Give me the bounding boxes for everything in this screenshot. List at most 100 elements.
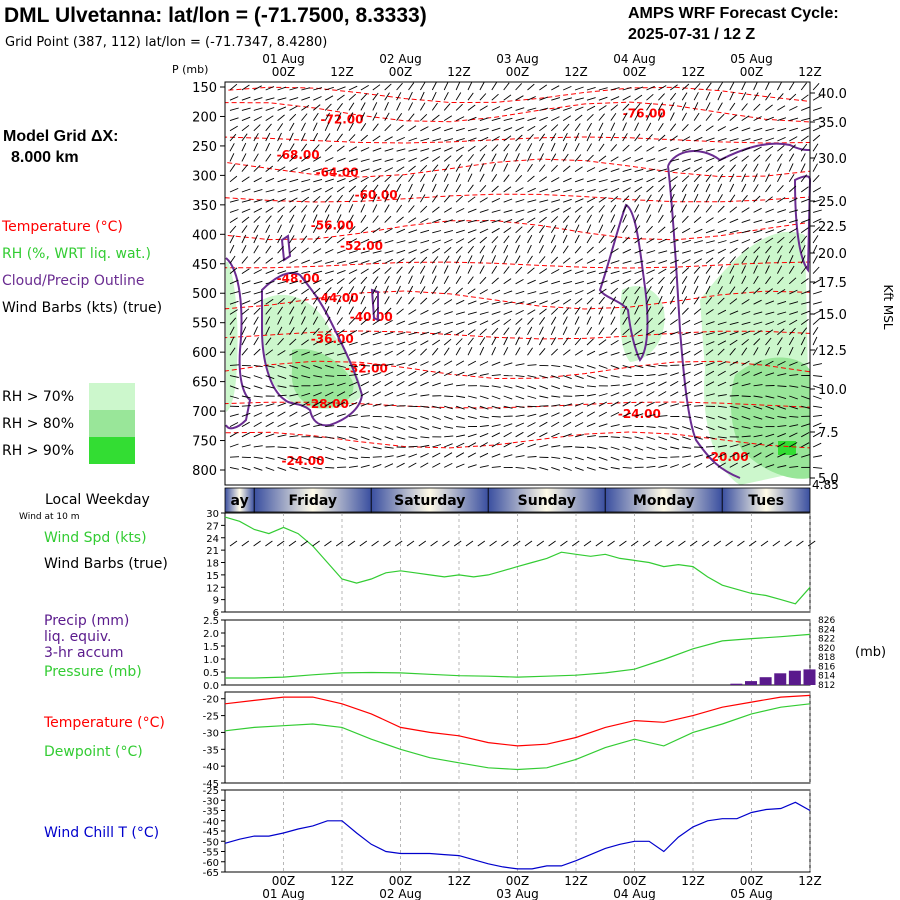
wind-barb <box>515 301 525 305</box>
height-tick-label: 40.0 <box>818 87 847 102</box>
wind-barb <box>443 255 450 264</box>
wind-barb <box>229 336 235 346</box>
wind-barb <box>348 373 358 377</box>
wind-barb <box>753 255 759 264</box>
wind-barb <box>574 234 580 244</box>
wind-barb <box>420 239 430 244</box>
wind-barb <box>705 297 713 305</box>
wind-barb <box>432 452 441 458</box>
wind-barb <box>586 122 592 132</box>
wind-barb <box>372 184 379 193</box>
wind-barb <box>420 82 426 91</box>
wind-barb <box>634 237 643 244</box>
wind-barb <box>265 245 272 254</box>
wind-barb <box>372 167 382 173</box>
wind-barb <box>408 113 415 121</box>
wind-barb <box>562 132 568 142</box>
wind-barb <box>789 209 799 213</box>
wind-barb <box>241 164 248 172</box>
wind-barb <box>693 183 699 193</box>
wind-barb <box>467 81 473 91</box>
wind-barb <box>610 466 620 470</box>
wind-barb <box>812 431 822 438</box>
wind-barb <box>324 144 333 152</box>
wind-barb <box>551 188 561 193</box>
wind-barb <box>741 265 747 274</box>
wind-barb <box>277 422 286 428</box>
wind-barb <box>705 174 712 183</box>
rh-legend-label: RH > 70% <box>2 389 74 405</box>
wind-barb <box>634 278 643 285</box>
wind-barb <box>348 112 354 121</box>
isotherm-label: -56.00 <box>311 218 354 232</box>
wind-barb <box>610 144 618 152</box>
wind-barb <box>467 346 473 356</box>
top-tick-label: 00Z <box>623 65 647 79</box>
wind-barb <box>384 215 392 223</box>
wind-barb <box>812 143 819 152</box>
wind-barb <box>515 244 520 254</box>
wind-barb <box>408 415 418 420</box>
wind-barb <box>455 238 465 244</box>
wind-barb <box>289 270 299 275</box>
wind-barb <box>693 436 703 440</box>
wind-barb <box>670 147 679 152</box>
wind-barb <box>491 106 501 111</box>
wind-barb <box>503 127 513 132</box>
wind-barb <box>765 360 774 366</box>
wind-barb <box>241 225 248 234</box>
wind-barb <box>396 92 402 101</box>
wind-barb <box>324 328 333 336</box>
wind-barb <box>527 187 536 193</box>
wind-barb <box>539 125 547 132</box>
weekday-cell <box>253 487 372 513</box>
wind-barb <box>693 285 699 295</box>
wind-barb <box>277 178 287 183</box>
wind-barb <box>360 364 370 367</box>
wind-barb <box>479 320 489 326</box>
wind-barb <box>527 234 533 244</box>
wind-barb <box>729 147 739 152</box>
wind-barb <box>539 291 549 295</box>
wind-barb <box>622 133 628 142</box>
wind-barb <box>646 364 656 368</box>
wind-barb <box>586 113 594 121</box>
dewpoint-line <box>224 703 811 771</box>
wind-barb <box>491 197 501 203</box>
wind-barb <box>788 153 795 162</box>
wind-barb <box>336 249 346 254</box>
top-tick-label: 00Z <box>272 65 296 79</box>
wind-barb <box>348 330 358 336</box>
wind-barb <box>467 372 477 377</box>
model-grid-label: Model Grid ΔX: <box>3 128 119 145</box>
wind-barb <box>431 81 437 91</box>
wind-barb <box>741 383 751 387</box>
isotherm-label: -76.00 <box>623 107 666 121</box>
wind-barb <box>408 453 418 458</box>
wind-barb <box>229 83 238 91</box>
wind-barb <box>491 289 501 295</box>
wind-barb <box>634 186 643 193</box>
isotherm-line <box>224 101 811 123</box>
wind-barb <box>431 91 437 101</box>
wind-barb <box>241 188 251 193</box>
wind-barb <box>503 174 510 183</box>
wind-barb <box>562 207 572 213</box>
wind-barb <box>598 446 608 450</box>
wind-barb <box>539 216 547 223</box>
station-title: DML Ulvetanna: lat/lon = (-71.7500, 8.33… <box>4 4 427 27</box>
wind-barb <box>539 395 549 399</box>
wind-barb <box>527 317 534 325</box>
wind-barb <box>360 351 370 356</box>
wind-barb <box>384 404 394 407</box>
wind-barb <box>432 147 441 152</box>
wind-barb <box>574 224 580 233</box>
wind-barb <box>360 295 366 305</box>
wind-barb <box>717 91 723 101</box>
wind-barb <box>658 194 664 203</box>
wind-barb <box>241 444 251 448</box>
wind-barb <box>634 286 641 295</box>
wind-barb <box>467 464 477 468</box>
wind-barb <box>301 339 309 346</box>
wind-barb <box>598 132 604 142</box>
